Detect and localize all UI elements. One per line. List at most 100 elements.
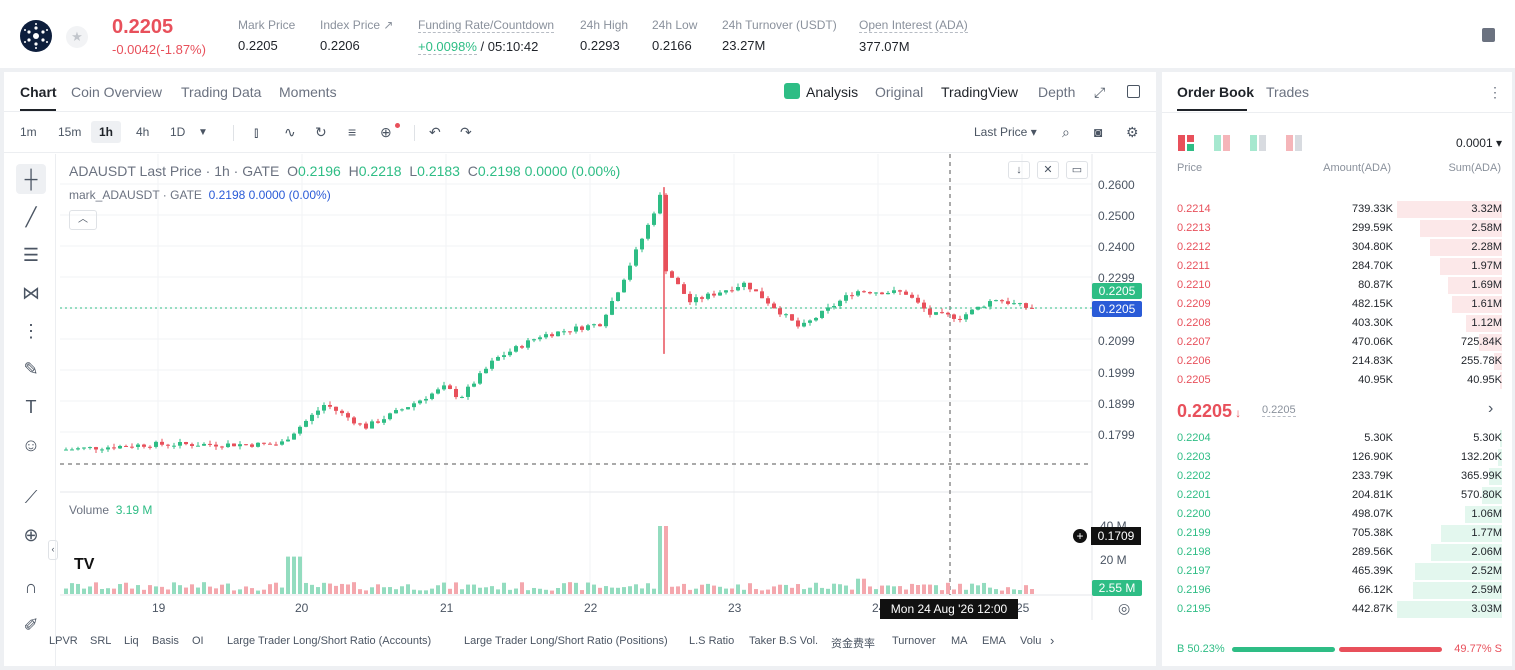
ask-row[interactable]: 0.2214 739.33K 3.32M	[1162, 200, 1512, 219]
scroll-down-icon[interactable]: ↓	[1008, 161, 1030, 179]
view-mixed-icon[interactable]	[1214, 135, 1230, 151]
camera-icon[interactable]: ◙	[1094, 124, 1103, 140]
ask-row[interactable]: 0.2206 214.83K 255.78K	[1162, 352, 1512, 371]
indicator-taker-vol[interactable]: Taker B.S Vol.	[749, 635, 819, 647]
indicator-basis[interactable]: Basis	[152, 635, 179, 647]
ruler-icon[interactable]: ⟋	[24, 487, 38, 507]
stat-index-price[interactable]: Index Price ↗ 0.2206	[320, 18, 394, 53]
search-icon[interactable]: ⌕	[1062, 124, 1070, 140]
collapse-legend-icon[interactable]: ︿	[69, 210, 97, 230]
trendline-icon[interactable]: ╱	[25, 207, 37, 227]
bid-row[interactable]: 0.2196 66.12K 2.59M	[1162, 581, 1512, 600]
ask-row[interactable]: 0.2210 80.87K 1.69M	[1162, 276, 1512, 295]
zoom-in-icon[interactable]: ⊕	[23, 525, 39, 545]
window-icon[interactable]	[1127, 85, 1140, 98]
indicators-icon[interactable]: ∿	[284, 124, 296, 140]
collapse-icon[interactable]: ✕	[1037, 161, 1059, 179]
favorite-star-icon[interactable]: ★	[66, 26, 88, 48]
bid-row[interactable]: 0.2204 5.30K 5.30K	[1162, 429, 1512, 448]
view-asks-icon[interactable]	[1286, 135, 1302, 151]
timeframe-1h[interactable]: 1h	[91, 121, 122, 143]
tab-analysis[interactable]: Analysis	[806, 84, 859, 100]
settings-gear-icon[interactable]: ⚙	[1126, 124, 1139, 140]
bid-row[interactable]: 0.2198 289.56K 2.06M	[1162, 543, 1512, 562]
ask-row[interactable]: 0.2209 482.15K 1.61M	[1162, 295, 1512, 314]
precision-select[interactable]: 0.0001 ▾	[1455, 136, 1502, 150]
bid-row[interactable]: 0.2203 126.90K 132.20K	[1162, 448, 1512, 467]
indicator-large-trader-positions[interactable]: Large Trader Long/Short Ratio (Positions…	[464, 635, 668, 647]
ask-row[interactable]: 0.2207 470.06K 725.84K	[1162, 333, 1512, 352]
volume-bar	[1018, 590, 1022, 594]
horizontal-lines-icon[interactable]: ☰	[22, 245, 40, 265]
indicator-ema[interactable]: EMA	[982, 635, 1006, 647]
ask-row[interactable]: 0.2208 403.30K 1.12M	[1162, 314, 1512, 333]
undo-icon[interactable]: ↶	[429, 124, 441, 140]
add-alert-icon[interactable]: ⊕	[380, 124, 392, 140]
view-bids-icon[interactable]	[1250, 135, 1266, 151]
timeframe-1m[interactable]: 1m	[20, 125, 37, 139]
tab-coin-overview[interactable]: Coin Overview	[71, 84, 163, 100]
tab-chart[interactable]: Chart	[20, 84, 57, 100]
timeframe-1d[interactable]: 1D	[170, 125, 186, 139]
more-options-icon[interactable]: ⋮	[1488, 84, 1502, 100]
book-icon[interactable]	[1482, 28, 1495, 42]
fib-icon[interactable]: ⋮	[22, 321, 40, 341]
tab-order-book[interactable]: Order Book	[1177, 84, 1255, 100]
indicator-ls-ratio[interactable]: L.S Ratio	[689, 635, 735, 647]
timeframe-4h[interactable]: 4h	[136, 125, 150, 139]
indicator-lpvr[interactable]: LPVR	[49, 635, 78, 647]
text-tool-icon[interactable]: T	[25, 397, 37, 417]
timeframe-dropdown-icon[interactable]: ▼	[198, 127, 208, 138]
tab-moments[interactable]: Moments	[279, 84, 337, 100]
bid-row[interactable]: 0.2199 705.38K 1.77M	[1162, 524, 1512, 543]
indicator-funding-rate[interactable]: 资金费率	[831, 638, 875, 650]
add-alert-plus-icon[interactable]: +	[1072, 528, 1088, 544]
bid-row[interactable]: 0.2195 442.87K 3.03M	[1162, 600, 1512, 619]
time-axis-settings-icon[interactable]: ◎	[1118, 600, 1131, 616]
tab-trading-data[interactable]: Trading Data	[181, 84, 262, 100]
volume-bar	[172, 582, 176, 594]
bid-row[interactable]: 0.2202 233.79K 365.99K	[1162, 467, 1512, 486]
ask-row[interactable]: 0.2205 40.95K 40.95K	[1162, 371, 1512, 390]
collapse-toolbar-icon[interactable]: ‹	[48, 540, 58, 560]
bid-row[interactable]: 0.2197 465.39K 2.52M	[1162, 562, 1512, 581]
crosshair-icon[interactable]: ┼	[16, 164, 46, 194]
indicator-turnover[interactable]: Turnover	[892, 635, 936, 647]
template-icon[interactable]: ≡	[348, 124, 357, 140]
magnet-icon[interactable]: ∩	[24, 577, 38, 597]
indicator-volume[interactable]: Volu	[1020, 635, 1042, 647]
expand-icon[interactable]: ⤢	[1094, 84, 1106, 100]
indicator-large-trader-accounts[interactable]: Large Trader Long/Short Ratio (Accounts)	[227, 635, 432, 647]
ask-row[interactable]: 0.2212 304.80K 2.28M	[1162, 238, 1512, 257]
bid-row[interactable]: 0.2200 498.07K 1.06M	[1162, 505, 1512, 524]
tab-depth[interactable]: Depth	[1038, 84, 1076, 100]
row-amount: 289.56K	[1352, 546, 1393, 558]
indicator-liq[interactable]: Liq	[124, 635, 139, 647]
compare-icon[interactable]: ↻	[315, 124, 327, 140]
lock-drawings-icon[interactable]: ✐	[23, 615, 39, 635]
price-type-select[interactable]: Last Price ▾	[974, 125, 1037, 139]
candle-body	[262, 442, 266, 444]
volume-bar	[1012, 589, 1016, 594]
indicator-oi[interactable]: OI	[192, 635, 204, 647]
emoji-icon[interactable]: ☺	[21, 435, 41, 455]
timeframe-15m[interactable]: 15m	[58, 125, 82, 139]
indicator-scroll-right-icon[interactable]: ›	[1050, 633, 1055, 648]
price-chart[interactable]	[4, 72, 1156, 666]
ask-row[interactable]: 0.2211 284.70K 1.97M	[1162, 257, 1512, 276]
tab-tradingview[interactable]: TradingView	[941, 84, 1019, 100]
tab-trades[interactable]: Trades	[1266, 84, 1310, 100]
candle-body	[850, 295, 854, 297]
chevron-right-icon[interactable]: ›	[1488, 400, 1494, 417]
candle-style-icon[interactable]: ⫾	[254, 124, 259, 140]
indicator-srl[interactable]: SRL	[90, 635, 112, 647]
view-both-icon[interactable]	[1178, 135, 1194, 151]
brush-icon[interactable]: ✎	[23, 359, 39, 379]
bid-row[interactable]: 0.2201 204.81K 570.80K	[1162, 486, 1512, 505]
indicator-ma[interactable]: MA	[951, 635, 968, 647]
ask-row[interactable]: 0.2213 299.59K 2.58M	[1162, 219, 1512, 238]
pattern-icon[interactable]: ⋈	[22, 283, 40, 303]
redo-icon[interactable]: ↷	[460, 124, 472, 140]
tab-original[interactable]: Original	[875, 84, 924, 100]
fullscreen-icon[interactable]: ▭	[1066, 161, 1088, 179]
